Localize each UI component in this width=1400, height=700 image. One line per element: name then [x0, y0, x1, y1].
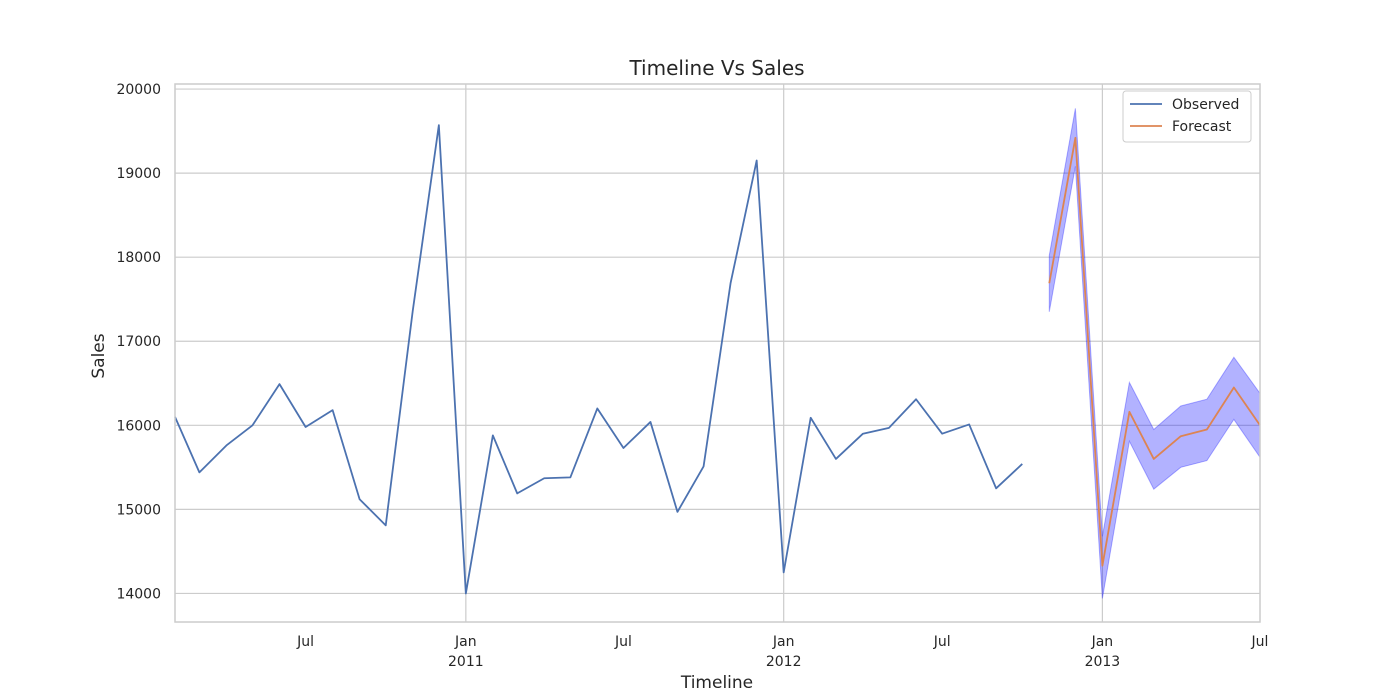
series-line-forecast — [1048, 136, 1261, 567]
legend-label-forecast: Forecast — [1172, 119, 1232, 135]
legend: Observed Forecast — [1122, 90, 1252, 143]
x-tick-label: Jul — [296, 634, 314, 650]
x-tick-label: Jan — [454, 634, 477, 650]
x-tick-year-label: 2011 — [448, 654, 484, 670]
x-tick-label: Jul — [614, 634, 632, 650]
series-layer — [174, 124, 1261, 595]
y-tick-label: 15000 — [116, 502, 161, 518]
x-tick-labels: Jul Jan 2011 Jul Jan 2012 Jul Jan 2013 Jul — [296, 634, 1268, 670]
y-tick-label: 20000 — [116, 82, 161, 98]
x-axis-title: Timeline — [680, 673, 753, 693]
x-tick-label: Jul — [1251, 634, 1269, 650]
y-tick-label: 18000 — [116, 250, 161, 266]
y-tick-label: 17000 — [116, 334, 161, 350]
x-tick-year-label: 2013 — [1085, 654, 1121, 670]
legend-label-observed: Observed — [1172, 97, 1239, 113]
y-tick-label: 16000 — [116, 418, 161, 434]
x-tick-label: Jan — [772, 634, 795, 650]
y-tick-labels: 14000 15000 16000 17000 18000 19000 20000 — [116, 82, 161, 602]
y-tick-label: 19000 — [116, 166, 161, 182]
x-tick-label: Jul — [933, 634, 951, 650]
grid-lines — [175, 84, 1260, 622]
y-axis-title: Sales — [89, 333, 109, 378]
series-line-observed — [174, 124, 1023, 595]
y-tick-label: 14000 — [116, 586, 161, 602]
x-tick-label: Jan — [1091, 634, 1114, 650]
plot-frame — [174, 83, 1261, 623]
chart-title: Timeline Vs Sales — [628, 56, 804, 80]
x-tick-year-label: 2012 — [766, 654, 802, 670]
